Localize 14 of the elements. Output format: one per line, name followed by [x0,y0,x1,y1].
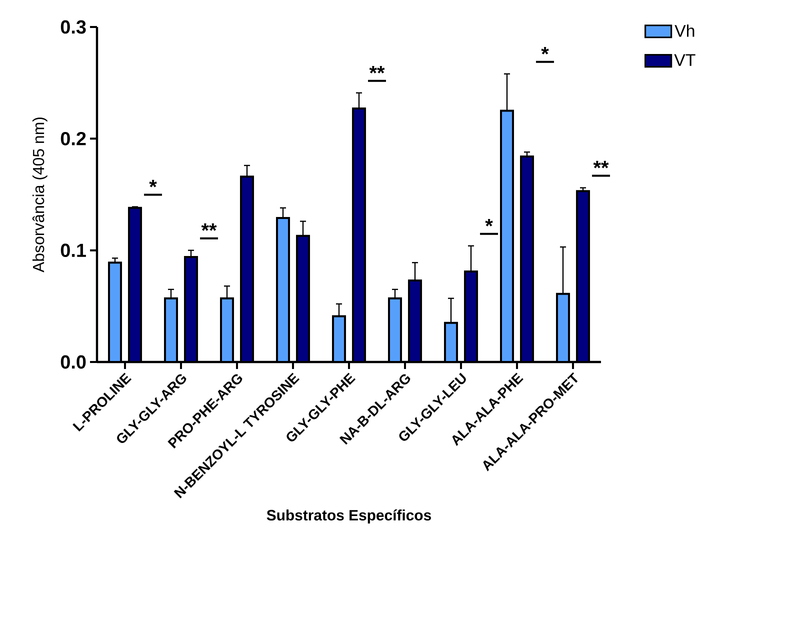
annotation: * [149,180,157,188]
y-tick-label: 0.2 [60,132,86,146]
annotation: ** [593,160,609,168]
x-axis-title: Substratos Específicos [266,509,431,524]
annotation: ** [369,66,385,74]
annotation: * [541,46,549,54]
annotation: * [485,218,493,226]
y-tick-label: 0.1 [60,244,86,258]
y-axis-title: Absorvância (405 nm) [32,118,48,272]
y-tick-label: 0.3 [60,20,86,34]
annotation: ** [201,223,217,231]
legend-label: Vh [674,24,694,37]
legend-label: VT [674,54,696,66]
y-tick-label: 0.0 [60,355,86,369]
